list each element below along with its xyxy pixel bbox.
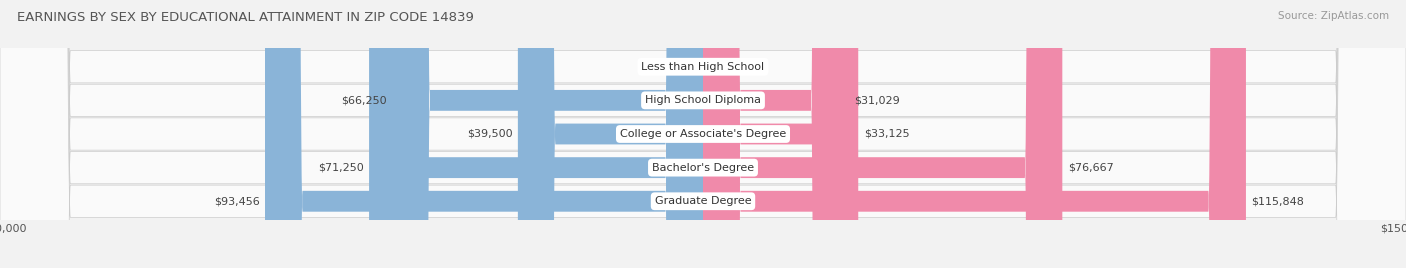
Text: $66,250: $66,250 bbox=[342, 95, 387, 105]
FancyBboxPatch shape bbox=[703, 0, 858, 268]
FancyBboxPatch shape bbox=[675, 0, 703, 268]
Text: $76,667: $76,667 bbox=[1069, 163, 1114, 173]
Text: $33,125: $33,125 bbox=[863, 129, 910, 139]
Text: College or Associate's Degree: College or Associate's Degree bbox=[620, 129, 786, 139]
Text: $115,848: $115,848 bbox=[1251, 196, 1305, 206]
Text: $71,250: $71,250 bbox=[318, 163, 363, 173]
FancyBboxPatch shape bbox=[703, 0, 848, 268]
FancyBboxPatch shape bbox=[517, 0, 703, 268]
Text: High School Diploma: High School Diploma bbox=[645, 95, 761, 105]
Text: $93,456: $93,456 bbox=[214, 196, 259, 206]
FancyBboxPatch shape bbox=[264, 0, 703, 268]
Text: Bachelor's Degree: Bachelor's Degree bbox=[652, 163, 754, 173]
FancyBboxPatch shape bbox=[370, 0, 703, 268]
Text: $0: $0 bbox=[658, 62, 672, 72]
FancyBboxPatch shape bbox=[703, 0, 731, 268]
Text: $0: $0 bbox=[734, 62, 748, 72]
FancyBboxPatch shape bbox=[703, 0, 1063, 268]
Text: $31,029: $31,029 bbox=[853, 95, 900, 105]
Text: EARNINGS BY SEX BY EDUCATIONAL ATTAINMENT IN ZIP CODE 14839: EARNINGS BY SEX BY EDUCATIONAL ATTAINMEN… bbox=[17, 11, 474, 24]
Text: Source: ZipAtlas.com: Source: ZipAtlas.com bbox=[1278, 11, 1389, 21]
Text: Less than High School: Less than High School bbox=[641, 62, 765, 72]
FancyBboxPatch shape bbox=[703, 0, 1246, 268]
FancyBboxPatch shape bbox=[392, 0, 703, 268]
Text: $39,500: $39,500 bbox=[467, 129, 512, 139]
Text: Graduate Degree: Graduate Degree bbox=[655, 196, 751, 206]
